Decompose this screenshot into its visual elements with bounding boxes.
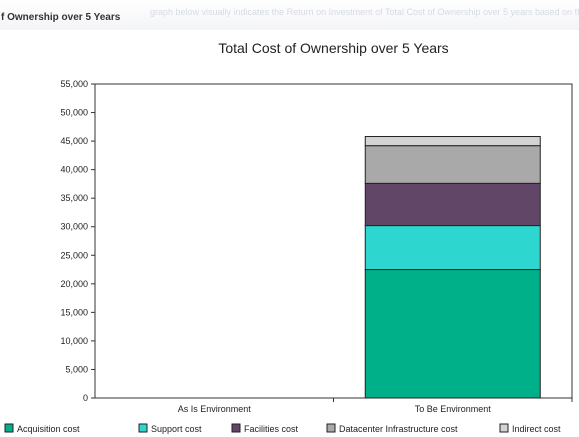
legend-swatch [138, 423, 148, 433]
y-tick-label: 40,000 [60, 165, 88, 175]
legend-label: Indirect cost [512, 424, 561, 434]
y-tick-label: 35,000 [60, 193, 88, 203]
legend-swatch [499, 423, 509, 433]
legend-swatch [4, 423, 14, 433]
y-tick-label: 10,000 [60, 336, 88, 346]
bar-support-cost [364, 225, 541, 271]
y-tick-label: 30,000 [60, 222, 88, 232]
bar-datacenter-infrastructure-cost [364, 145, 541, 184]
chart-title: Total Cost of Ownership over 5 Years [218, 40, 448, 56]
header-strip: graph below visually indicates the Retur… [0, 0, 579, 30]
y-tick-label: 0 [83, 393, 88, 403]
bar-indirect-cost [364, 136, 541, 147]
y-tick-label: 50,000 [60, 108, 88, 118]
header-description: graph below visually indicates the Retur… [150, 7, 579, 17]
y-tick-label: 20,000 [60, 279, 88, 289]
legend-label: Support cost [151, 424, 202, 434]
legend-label: Datacenter Infrastructure cost [339, 424, 458, 434]
bar-facilities-cost [364, 182, 541, 227]
bar-acquisition-cost [364, 269, 541, 399]
y-tick-label: 45,000 [60, 136, 88, 146]
legend-label: Acquisition cost [17, 424, 80, 434]
y-tick-label: 15,000 [60, 307, 88, 317]
x-tick-label: As Is Environment [178, 404, 252, 414]
y-tick-label: 5,000 [65, 364, 88, 374]
y-tick-label: 55,000 [60, 79, 88, 89]
y-tick-label: 25,000 [60, 250, 88, 260]
x-tick-label: To Be Environment [415, 404, 492, 414]
header-title: f Ownership over 5 Years [1, 12, 121, 23]
legend-swatch [231, 423, 241, 433]
legend-label: Facilities cost [244, 424, 299, 434]
legend-swatch [326, 423, 336, 433]
